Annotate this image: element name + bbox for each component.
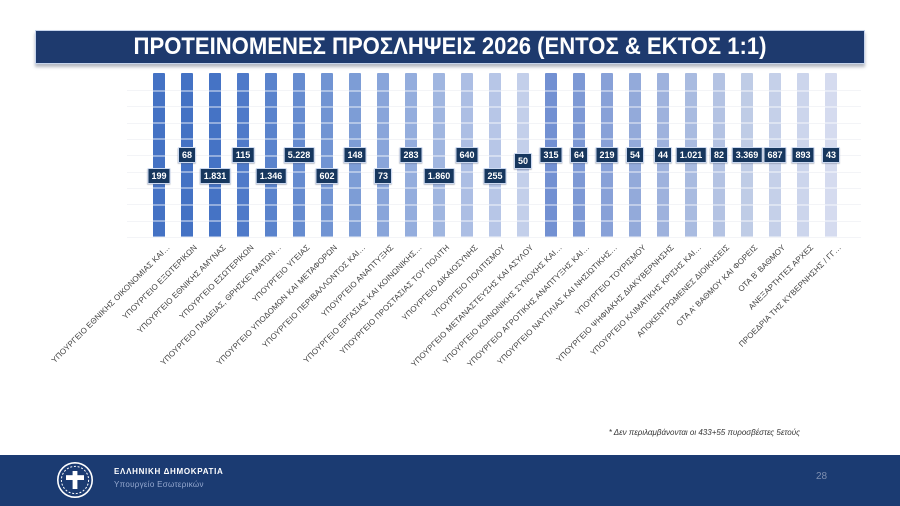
category-label: ΠΡΟΕΔΡΙΑ ΤΗΣ ΚΥΒΕΡΝΗΣΗΣ / ΓΓ… [737, 243, 844, 349]
bar [209, 73, 221, 237]
bar-value-label: 255 [483, 168, 507, 184]
bar-value-label: 44 [653, 147, 673, 163]
bar-value-label: 5.228 [283, 147, 315, 163]
gridline-overlay [127, 187, 861, 190]
bar-value-label: 687 [763, 147, 787, 163]
bar-value-label: 43 [821, 147, 841, 163]
bar [265, 73, 277, 237]
gridline-overlay [127, 138, 861, 141]
bar-value-label: 3.369 [731, 147, 763, 163]
footnote: * Δεν περιλαμβάνονται οι 433+55 πυροσβέσ… [608, 428, 800, 437]
bar-value-label: 1.346 [255, 168, 287, 184]
gridline-overlay [127, 220, 861, 223]
footer-org-unit: Υπουργείο Εσωτερικών [114, 480, 204, 489]
gridline-overlay [127, 105, 861, 108]
gridline-overlay [127, 236, 861, 239]
gridline-overlay [127, 122, 861, 125]
bar [153, 73, 165, 237]
category-label: ΥΠΟΥΡΓΕΙΟ ΠΕΡΙΒΑΛΛΟΝΤΟΣ ΚΑΙ… [260, 243, 368, 350]
category-label: ΥΠΟΥΡΓΕΙΟ ΕΘΝΙΚΗΣ ΟΙΚΟΝΟΜΙΑΣ ΚΑΙ… [49, 243, 172, 365]
bar-value-label: 283 [399, 147, 423, 163]
bar [321, 73, 333, 237]
bar-value-label: 50 [513, 153, 533, 169]
bar-value-label: 54 [625, 147, 645, 163]
bar-value-label: 199 [147, 168, 171, 184]
bar-value-label: 73 [373, 168, 393, 184]
bar [489, 73, 501, 237]
bar-value-label: 1.831 [199, 168, 231, 184]
footer-org-name: ΕΛΛΗΝΙΚΗ ΔΗΜΟΚΡΑΤΙΑ [114, 467, 224, 476]
bar-value-label: 1.860 [423, 168, 455, 184]
bar-value-label: 82 [709, 147, 729, 163]
bar-value-label: 64 [569, 147, 589, 163]
footer-bar: ΕΛΛΗΝΙΚΗ ΔΗΜΟΚΡΑΤΙΑ Υπουργείο Εσωτερικών… [0, 455, 900, 506]
bar-value-label: 893 [791, 147, 815, 163]
slide-title: ΠΡΟΤΕΙΝΟΜΕΝΕΣ ΠΡΟΣΛΗΨΕΙΣ 2026 (ΕΝΤΟΣ & Ε… [133, 33, 767, 60]
greek-republic-emblem-icon [56, 461, 94, 504]
bar-value-label: 148 [343, 147, 367, 163]
bar-value-label: 219 [595, 147, 619, 163]
bar-value-label: 68 [177, 147, 197, 163]
gridline-overlay [127, 89, 861, 92]
gridline-overlay [127, 203, 861, 206]
bar [433, 73, 445, 237]
gridline [127, 236, 861, 238]
bar [377, 73, 389, 237]
footer-text-block: ΕΛΛΗΝΙΚΗ ΔΗΜΟΚΡΑΤΙΑ Υπουργείο Εσωτερικών [114, 467, 224, 489]
bar-value-label: 602 [315, 168, 339, 184]
bar-value-label: 315 [539, 147, 563, 163]
slide-title-banner: ΠΡΟΤΕΙΝΟΜΕΝΕΣ ΠΡΟΣΛΗΨΕΙΣ 2026 (ΕΝΤΟΣ & Ε… [35, 30, 865, 64]
gridline-overlay [127, 154, 861, 157]
bar-value-label: 640 [455, 147, 479, 163]
bar-value-label: 1.021 [675, 147, 707, 163]
page-number: 28 [816, 471, 828, 482]
bar-value-label: 115 [231, 147, 255, 163]
